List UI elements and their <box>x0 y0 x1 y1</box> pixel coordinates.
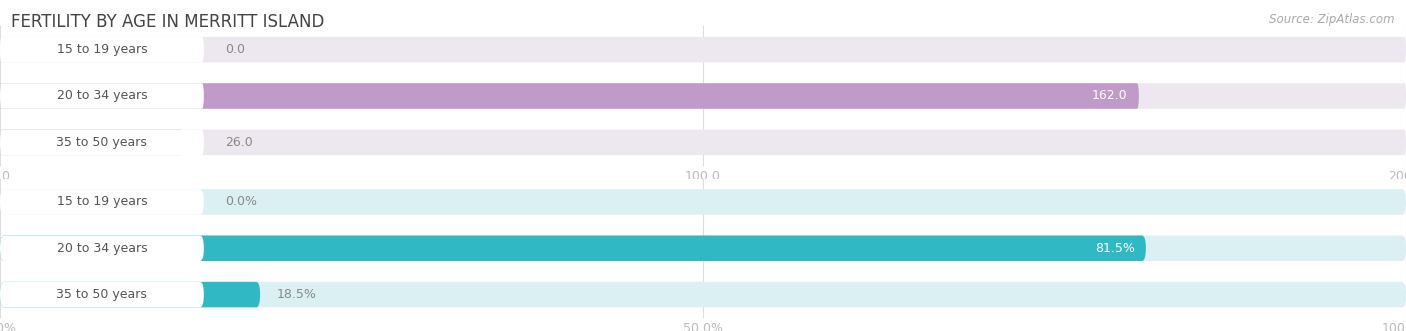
Text: 15 to 19 years: 15 to 19 years <box>56 43 148 56</box>
Text: 20 to 34 years: 20 to 34 years <box>56 242 148 255</box>
FancyBboxPatch shape <box>0 83 1406 109</box>
FancyBboxPatch shape <box>0 129 183 155</box>
FancyBboxPatch shape <box>0 236 1146 261</box>
FancyBboxPatch shape <box>0 83 1139 109</box>
FancyBboxPatch shape <box>0 129 1406 155</box>
Text: Source: ZipAtlas.com: Source: ZipAtlas.com <box>1270 13 1395 26</box>
Text: 18.5%: 18.5% <box>277 288 316 301</box>
FancyBboxPatch shape <box>0 236 1406 261</box>
Text: FERTILITY BY AGE IN MERRITT ISLAND: FERTILITY BY AGE IN MERRITT ISLAND <box>11 13 325 31</box>
Text: 0.0: 0.0 <box>225 43 245 56</box>
FancyBboxPatch shape <box>0 282 1406 307</box>
FancyBboxPatch shape <box>0 189 204 215</box>
FancyBboxPatch shape <box>0 189 1406 215</box>
FancyBboxPatch shape <box>0 83 204 109</box>
Text: 26.0: 26.0 <box>225 136 253 149</box>
Text: 81.5%: 81.5% <box>1095 242 1135 255</box>
Text: 20 to 34 years: 20 to 34 years <box>56 89 148 103</box>
FancyBboxPatch shape <box>0 37 1406 62</box>
FancyBboxPatch shape <box>0 282 204 307</box>
Text: 35 to 50 years: 35 to 50 years <box>56 288 148 301</box>
FancyBboxPatch shape <box>0 129 204 155</box>
Text: 0.0%: 0.0% <box>225 195 257 209</box>
Text: 35 to 50 years: 35 to 50 years <box>56 136 148 149</box>
FancyBboxPatch shape <box>0 236 204 261</box>
FancyBboxPatch shape <box>0 37 204 62</box>
FancyBboxPatch shape <box>0 282 260 307</box>
Text: 162.0: 162.0 <box>1092 89 1128 103</box>
Text: 15 to 19 years: 15 to 19 years <box>56 195 148 209</box>
